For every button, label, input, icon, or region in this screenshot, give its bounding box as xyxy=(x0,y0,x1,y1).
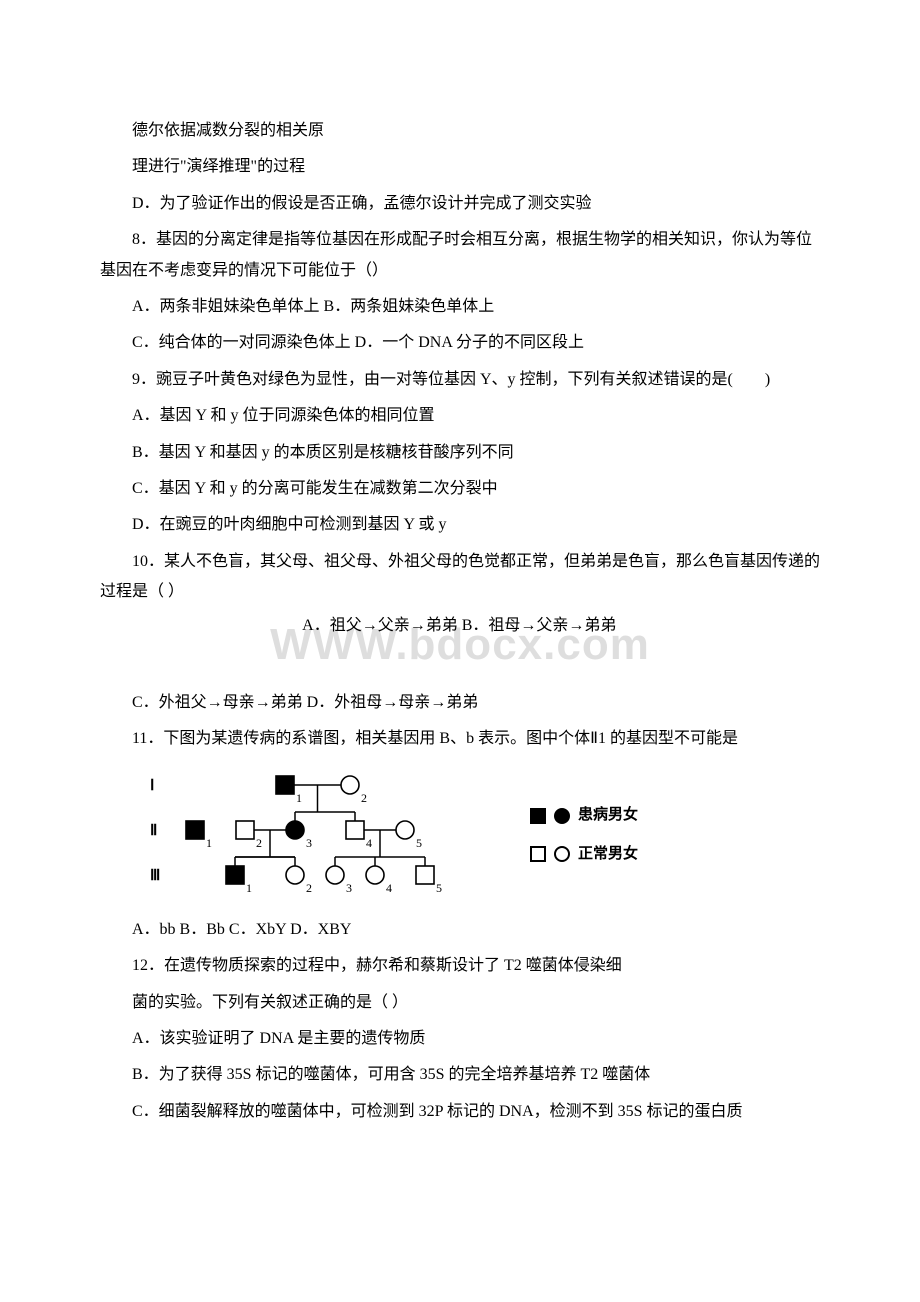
svg-text:5: 5 xyxy=(436,881,442,895)
svg-text:1: 1 xyxy=(206,836,212,850)
legend: 患病男女 正常男女 xyxy=(530,801,638,868)
option-line: C．基因 Y 和 y 的分离可能发生在减数第二次分裂中 xyxy=(100,474,820,504)
legend-normal-label: 正常男女 xyxy=(578,840,638,869)
svg-text:4: 4 xyxy=(386,881,392,895)
question-10: 10．某人不色盲，其父母、祖父母、外祖父母的色觉都正常，但弟弟是色盲，那么色盲基… xyxy=(100,553,820,600)
option-line: B．基因 Y 和基因 y 的本质区别是核糖核苷酸序列不同 xyxy=(100,438,820,468)
question-9: 9．豌豆子叶黄色对绿色为显性，由一对等位基因 Y、y 控制，下列有关叙述错误的是… xyxy=(132,371,770,388)
text-line: 理进行"演绎推理"的过程 xyxy=(100,152,820,182)
svg-text:1: 1 xyxy=(296,791,302,805)
question-11: 11．下图为某遗传病的系谱图，相关基因用 B、b 表示。图中个体Ⅱ1 的基因型不… xyxy=(132,730,738,747)
square-filled-icon xyxy=(530,808,546,824)
text-line: D．为了验证作出的假设是否正确，孟德尔设计并完成了测交实验 xyxy=(100,189,820,219)
circle-filled-icon xyxy=(554,808,570,824)
svg-text:2: 2 xyxy=(306,881,312,895)
legend-affected-label: 患病男女 xyxy=(578,801,638,830)
watermark: WWW.bdocx.com A．祖父→父亲→弟弟 B．祖母→父亲→弟弟 xyxy=(100,603,820,687)
watermark-text: WWW.bdocx.com xyxy=(270,620,650,669)
question-12b: 菌的实验。下列有关叙述正确的是（ ） xyxy=(100,988,820,1018)
option-line: B．为了获得 35S 标记的噬菌体，可用含 35S 的完全培养基培养 T2 噬菌… xyxy=(100,1060,820,1090)
text-line: 德尔依据减数分裂的相关原 xyxy=(100,116,820,146)
option-line: A．祖父→父亲→弟弟 B．祖母→父亲→弟弟 xyxy=(302,617,616,634)
circle-open-icon xyxy=(554,846,570,862)
svg-text:Ⅰ: Ⅰ xyxy=(150,778,154,794)
svg-text:1: 1 xyxy=(246,881,252,895)
legend-normal: 正常男女 xyxy=(530,840,638,869)
legend-affected: 患病男女 xyxy=(530,801,638,830)
option-line: C．外祖父→母亲→弟弟 D．外祖母→母亲→弟弟 xyxy=(100,688,820,718)
option-line: A．两条非姐妹染色单体上 B．两条姐妹染色单体上 xyxy=(100,292,820,322)
pedigree-figure: Ⅰ Ⅱ Ⅲ 1 2 1 2 3 4 5 1 2 3 4 5 患病男女 正常男女 xyxy=(140,765,820,905)
option-line: A．基因 Y 和 y 位于同源染色体的相同位置 xyxy=(100,401,820,431)
svg-text:3: 3 xyxy=(306,836,312,850)
option-line: A．bb B．Bb C．XbY D．XBY xyxy=(100,915,820,945)
question-12a: 12．在遗传物质探索的过程中，赫尔希和蔡斯设计了 T2 噬菌体侵染细 xyxy=(100,951,820,981)
svg-text:Ⅲ: Ⅲ xyxy=(150,868,160,884)
svg-text:3: 3 xyxy=(346,881,352,895)
svg-text:4: 4 xyxy=(366,836,372,850)
svg-text:2: 2 xyxy=(361,791,367,805)
option-line: D．在豌豆的叶肉细胞中可检测到基因 Y 或 y xyxy=(100,510,820,540)
square-open-icon xyxy=(530,846,546,862)
pedigree-svg: Ⅰ Ⅱ Ⅲ 1 2 1 2 3 4 5 1 2 3 4 5 xyxy=(140,765,470,905)
option-line: A．该实验证明了 DNA 是主要的遗传物质 xyxy=(100,1024,820,1054)
option-line: C．纯合体的一对同源染色体上 D．一个 DNA 分子的不同区段上 xyxy=(100,328,820,358)
svg-text:5: 5 xyxy=(416,836,422,850)
question-8: 8．基因的分离定律是指等位基因在形成配子时会相互分离，根据生物学的相关知识，你认… xyxy=(100,231,812,278)
option-line: C．细菌裂解释放的噬菌体中，可检测到 32P 标记的 DNA，检测不到 35S … xyxy=(132,1103,743,1120)
svg-text:Ⅱ: Ⅱ xyxy=(150,823,157,839)
svg-text:2: 2 xyxy=(256,836,262,850)
